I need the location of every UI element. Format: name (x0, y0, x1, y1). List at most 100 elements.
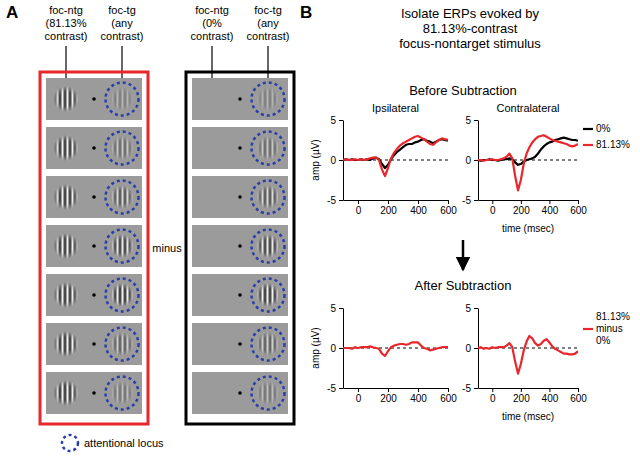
grating (256, 283, 280, 307)
x-tick-label: 400 (410, 393, 427, 404)
fixation-dot (238, 244, 242, 248)
y-axis-title: amp (µV) (310, 139, 321, 180)
y-tick: -5 (462, 195, 478, 206)
plot-area (478, 135, 578, 190)
stimulus-label: foc-ntg (195, 4, 229, 16)
y-axis: -505 (327, 115, 343, 206)
attentional-locus (106, 230, 139, 263)
panel-a: Afoc-ntg(81.13%contrast)foc-tg(anycontra… (6, 3, 294, 451)
y-tick-label: 5 (330, 115, 336, 126)
panel-b: BIsolate ERPs evoked by81.13%-contrastfo… (300, 3, 541, 293)
y-tick: 0 (465, 155, 478, 166)
grating (110, 185, 134, 209)
y-tick: 5 (330, 115, 343, 126)
x-tick-mark (549, 200, 550, 204)
stimulus-label: contrast) (191, 30, 234, 42)
x-tick-mark (492, 200, 493, 204)
x-tick-mark (388, 200, 389, 204)
stimulus-frame (46, 225, 142, 267)
y-tick: 5 (465, 115, 478, 126)
locus-legend-symbol (62, 435, 78, 451)
y-axis: -505 (462, 303, 478, 394)
erp-line (343, 342, 448, 356)
x-tick-mark (578, 200, 579, 204)
grating (256, 332, 280, 356)
fixation-dot (92, 391, 96, 395)
condition-box (186, 72, 294, 424)
y-tick-mark (474, 160, 478, 161)
x-axis-line (479, 388, 579, 389)
x-tick: 200 (513, 388, 530, 404)
stimulus-frame (46, 176, 142, 218)
x-tick-label: 600 (440, 393, 457, 404)
stimulus-label: foc-tg (108, 4, 136, 16)
fixation-dot (238, 97, 242, 101)
chart-title: Contralateral (497, 102, 560, 114)
grating (53, 184, 79, 210)
x-tick-mark (448, 200, 449, 204)
x-tick-label: 600 (440, 205, 457, 216)
grating (256, 87, 280, 111)
plot-area (343, 136, 448, 176)
x-axis-line (344, 200, 449, 201)
legend-label-line: 0% (596, 335, 611, 346)
x-tick: 600 (570, 388, 587, 404)
y-tick-mark (339, 160, 343, 161)
x-tick: 0 (490, 388, 496, 404)
y-tick: -5 (327, 383, 343, 394)
stimulus-frame (46, 274, 142, 316)
grating (110, 234, 134, 258)
stimulus-label: contrast) (45, 30, 88, 42)
erp-line (478, 135, 578, 190)
y-tick-label: 0 (465, 343, 471, 354)
y-tick: -5 (462, 383, 478, 394)
y-tick-mark (474, 308, 478, 309)
x-tick: 600 (440, 388, 457, 404)
x-tick: 600 (570, 200, 587, 216)
x-tick-mark (448, 388, 449, 392)
stimulus-frame (192, 372, 288, 414)
x-axis-line (344, 388, 449, 389)
y-tick-mark (339, 200, 343, 201)
y-tick-mark (474, 388, 478, 389)
legend-label: 0% (596, 123, 611, 134)
section-title: After Subtraction (415, 278, 512, 293)
y-tick: -5 (327, 195, 343, 206)
y-tick-label: -5 (327, 195, 336, 206)
stimulus-frame (192, 78, 288, 120)
y-axis: -505 (327, 303, 343, 394)
grating (53, 331, 79, 357)
attentional-locus (252, 83, 285, 116)
heading: 81.13%-contrast (423, 21, 518, 36)
x-tick-label: 400 (542, 393, 559, 404)
stimulus-label: foc-ntg (49, 4, 83, 16)
legend-label: 81.13% (596, 139, 630, 150)
x-tick-mark (358, 388, 359, 392)
x-tick-label: 400 (542, 205, 559, 216)
x-tick-mark (358, 200, 359, 204)
x-tick-mark (549, 388, 550, 392)
legend-swatch (583, 328, 593, 330)
x-tick-mark (521, 200, 522, 204)
y-tick-mark (474, 200, 478, 201)
stimulus-frame (192, 127, 288, 169)
x-tick-label: 200 (380, 393, 397, 404)
x-axis: 0 200 400 600 (344, 388, 458, 404)
x-tick-mark (388, 388, 389, 392)
legend-label-line: minus (596, 323, 623, 334)
stimulus-frame (192, 274, 288, 316)
y-tick-mark (339, 348, 343, 349)
figure: Afoc-ntg(81.13%contrast)foc-tg(anycontra… (0, 0, 640, 460)
x-tick: 200 (513, 200, 530, 216)
legend-label-line: 81.13% (596, 311, 630, 322)
grating (110, 87, 134, 111)
grating (110, 381, 134, 405)
grating (256, 185, 280, 209)
y-tick-mark (339, 308, 343, 309)
x-tick-label: 0 (356, 393, 362, 404)
grating (53, 86, 79, 112)
x-tick-label: 0 (490, 205, 496, 216)
attentional-locus (252, 377, 285, 410)
x-tick-label: 600 (570, 205, 587, 216)
y-tick-label: 0 (330, 343, 336, 354)
